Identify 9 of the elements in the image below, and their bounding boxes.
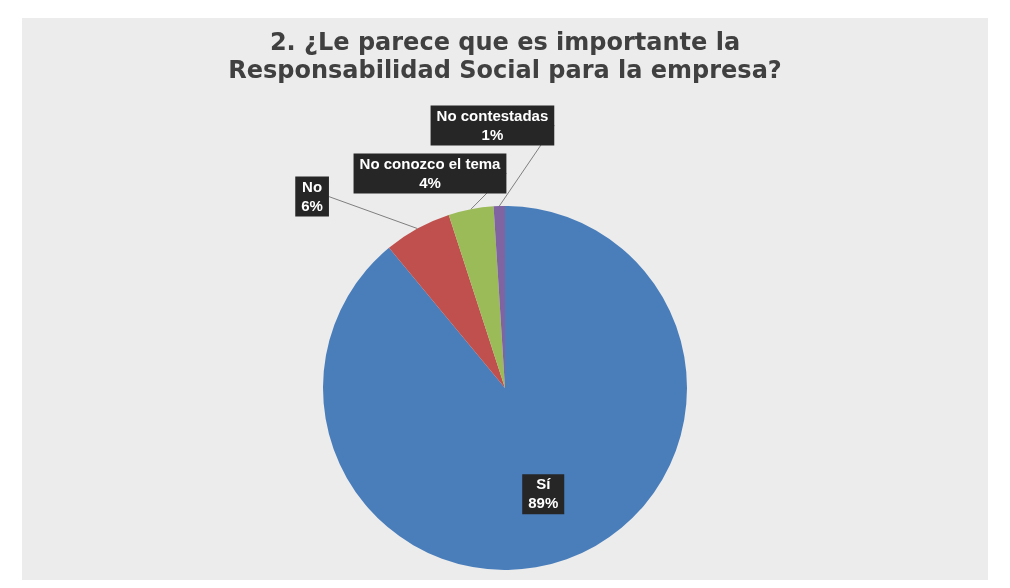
- slice-label: No conozco el tema: [359, 154, 502, 172]
- data-label: 1%: [481, 125, 504, 143]
- slice-label: No: [302, 177, 323, 195]
- slice-label: Sí: [536, 475, 552, 493]
- data-label: 4%: [419, 173, 441, 191]
- data-label: 89%: [528, 494, 559, 512]
- data-label: 6%: [301, 196, 323, 214]
- slice-label: No contestadas: [436, 106, 549, 124]
- chart-title: 2. ¿Le parece que es importante la Responsabilidad Social para la empresa?: [227, 27, 783, 86]
